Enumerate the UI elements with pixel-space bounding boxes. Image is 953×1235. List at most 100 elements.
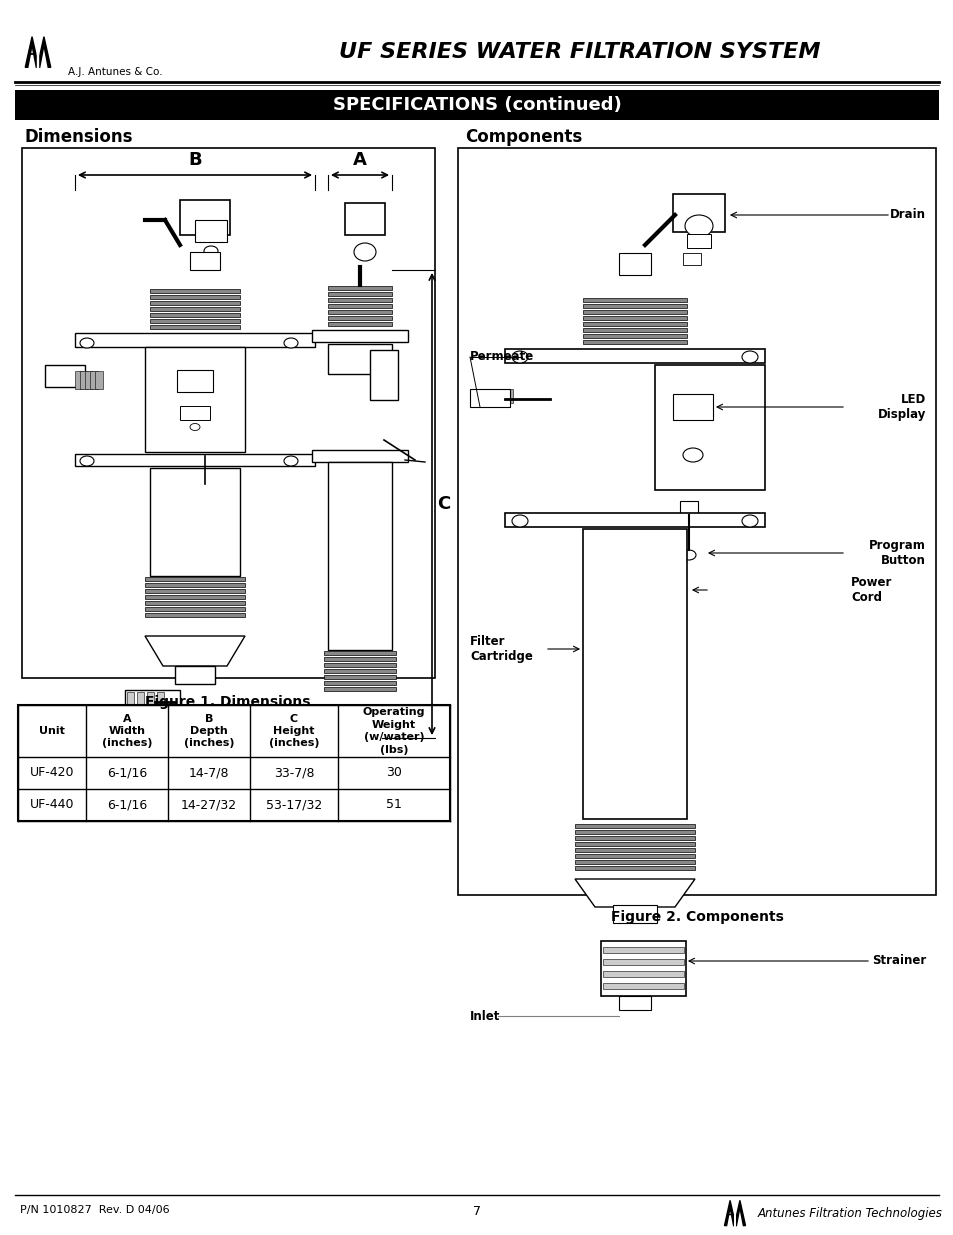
Polygon shape <box>723 1200 735 1225</box>
Text: 7: 7 <box>473 1205 480 1218</box>
Bar <box>194 220 227 242</box>
Text: Dimensions: Dimensions <box>25 128 133 146</box>
Bar <box>80 370 88 389</box>
Bar <box>190 252 220 270</box>
Bar <box>483 389 492 403</box>
Bar <box>150 308 240 311</box>
Ellipse shape <box>512 351 527 363</box>
Bar <box>324 687 395 692</box>
Bar <box>324 651 395 655</box>
Bar <box>575 836 695 840</box>
Bar <box>602 971 683 977</box>
Ellipse shape <box>190 424 200 431</box>
Text: LED
Display: LED Display <box>877 393 925 421</box>
Bar <box>504 513 764 527</box>
Bar <box>686 233 710 248</box>
Ellipse shape <box>200 485 210 493</box>
Ellipse shape <box>512 515 527 527</box>
Text: Inlet: Inlet <box>470 1009 500 1023</box>
Bar <box>345 203 385 235</box>
Text: UF-420: UF-420 <box>30 767 74 779</box>
Text: Components: Components <box>464 128 581 146</box>
Bar <box>575 853 695 858</box>
Bar <box>582 529 686 819</box>
Bar <box>157 692 164 714</box>
Bar <box>75 370 83 389</box>
Bar <box>137 692 144 714</box>
Polygon shape <box>25 37 39 67</box>
Bar <box>75 333 314 347</box>
Bar <box>328 345 392 374</box>
Text: 6-1/16: 6-1/16 <box>107 767 147 779</box>
Bar <box>145 577 245 580</box>
Text: A.J. Antunes & Co.: A.J. Antunes & Co. <box>68 67 162 77</box>
Bar <box>18 705 450 821</box>
Text: Filter
Cartridge: Filter Cartridge <box>470 635 533 663</box>
Text: 6-1/16: 6-1/16 <box>107 799 147 811</box>
Bar <box>15 90 938 120</box>
Ellipse shape <box>741 515 758 527</box>
Bar <box>328 291 392 296</box>
Bar <box>602 983 683 989</box>
Ellipse shape <box>339 743 379 776</box>
Bar <box>85 370 92 389</box>
Bar <box>370 350 397 400</box>
Bar <box>145 613 245 618</box>
Bar <box>613 905 657 923</box>
Bar <box>618 253 650 275</box>
Bar <box>679 501 698 515</box>
Text: Operating
Weight
(w/water)
(lbs): Operating Weight (w/water) (lbs) <box>362 708 425 755</box>
Text: Unit: Unit <box>39 726 65 736</box>
Bar <box>328 304 392 308</box>
Bar <box>328 287 392 290</box>
Ellipse shape <box>681 550 696 559</box>
Bar <box>125 690 180 718</box>
Ellipse shape <box>741 351 758 363</box>
Text: 53-17/32: 53-17/32 <box>266 799 322 811</box>
Bar <box>582 304 686 308</box>
Text: Power
Cord: Power Cord <box>850 576 891 604</box>
Bar <box>45 366 85 387</box>
Bar <box>147 692 153 714</box>
Text: P/N 1010827  Rev. D 04/06: P/N 1010827 Rev. D 04/06 <box>20 1205 170 1215</box>
Bar <box>618 995 650 1010</box>
Text: Drain: Drain <box>889 209 925 221</box>
Bar <box>145 347 245 452</box>
Bar <box>150 289 240 293</box>
Bar <box>145 595 245 599</box>
Bar <box>682 253 700 266</box>
Bar <box>575 848 695 852</box>
Bar <box>174 666 214 684</box>
Bar <box>582 322 686 326</box>
Bar <box>324 669 395 673</box>
Bar <box>177 370 213 391</box>
Bar <box>582 340 686 345</box>
Ellipse shape <box>346 748 374 771</box>
Ellipse shape <box>284 338 297 348</box>
Bar <box>328 322 392 326</box>
Text: Strainer: Strainer <box>871 955 925 967</box>
Polygon shape <box>575 879 695 906</box>
Bar <box>655 366 764 490</box>
Bar <box>180 200 230 235</box>
Bar <box>457 148 935 895</box>
Text: C
Height
(inches): C Height (inches) <box>269 714 319 748</box>
Bar <box>582 329 686 332</box>
Bar <box>328 462 392 650</box>
Bar <box>150 295 240 299</box>
Text: C: C <box>436 495 450 513</box>
Bar <box>312 330 408 342</box>
Text: 30: 30 <box>386 767 401 779</box>
Text: 14-27/32: 14-27/32 <box>181 799 236 811</box>
Polygon shape <box>37 37 51 67</box>
Bar <box>491 389 498 403</box>
Text: 33-7/8: 33-7/8 <box>274 767 314 779</box>
Text: B
Depth
(inches): B Depth (inches) <box>184 714 234 748</box>
Text: 14-7/8: 14-7/8 <box>189 767 229 779</box>
Bar <box>145 601 245 605</box>
Bar <box>22 148 435 678</box>
Bar <box>672 394 712 420</box>
Bar <box>504 350 764 363</box>
Text: Program
Button: Program Button <box>868 538 925 567</box>
Bar <box>150 468 240 576</box>
